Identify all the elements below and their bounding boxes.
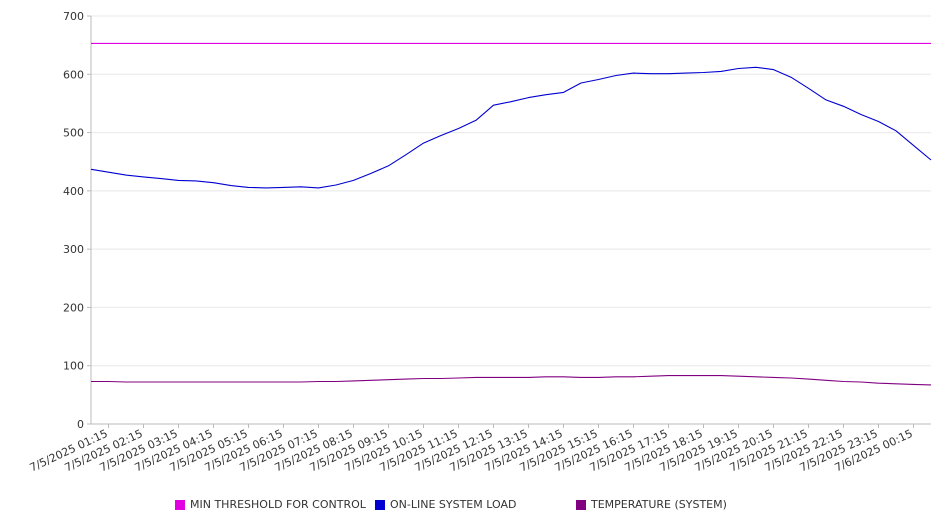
y-tick-label: 400 bbox=[63, 185, 84, 198]
x-tick-labels: 7/5/2025 01:157/5/2025 02:157/5/2025 03:… bbox=[28, 427, 915, 475]
y-tick-label: 100 bbox=[63, 360, 84, 373]
legend-label: MIN THRESHOLD FOR CONTROL bbox=[190, 498, 366, 511]
grid-lines bbox=[91, 15, 931, 367]
legend-swatch bbox=[375, 499, 385, 510]
legend-label: ON-LINE SYSTEM LOAD bbox=[390, 498, 517, 511]
legend-item-temperature[interactable]: TEMPERATURE (SYSTEM) bbox=[576, 498, 727, 511]
y-tick-label: 600 bbox=[63, 68, 84, 81]
y-tick-label: 700 bbox=[63, 10, 84, 23]
y-tick-label: 0 bbox=[77, 418, 84, 431]
series-line-temperature bbox=[91, 375, 932, 386]
y-tick-labels: 0 100 200 300 400 500 600 700 bbox=[63, 10, 84, 431]
y-tick-label: 500 bbox=[63, 127, 84, 140]
legend: MIN THRESHOLD FOR CONTROL ON-LINE SYSTEM… bbox=[0, 498, 946, 516]
y-tick-label: 300 bbox=[63, 243, 84, 256]
axes bbox=[87, 15, 931, 428]
series-line-system-load bbox=[90, 66, 932, 189]
legend-label: TEMPERATURE (SYSTEM) bbox=[591, 498, 727, 511]
y-tick-label: 200 bbox=[63, 301, 84, 314]
series-lines bbox=[90, 42, 932, 386]
legend-swatch bbox=[175, 499, 185, 510]
legend-swatch bbox=[576, 499, 586, 510]
legend-item-system-load[interactable]: ON-LINE SYSTEM LOAD bbox=[375, 498, 516, 511]
legend-item-min-threshold[interactable]: MIN THRESHOLD FOR CONTROL bbox=[175, 498, 366, 511]
